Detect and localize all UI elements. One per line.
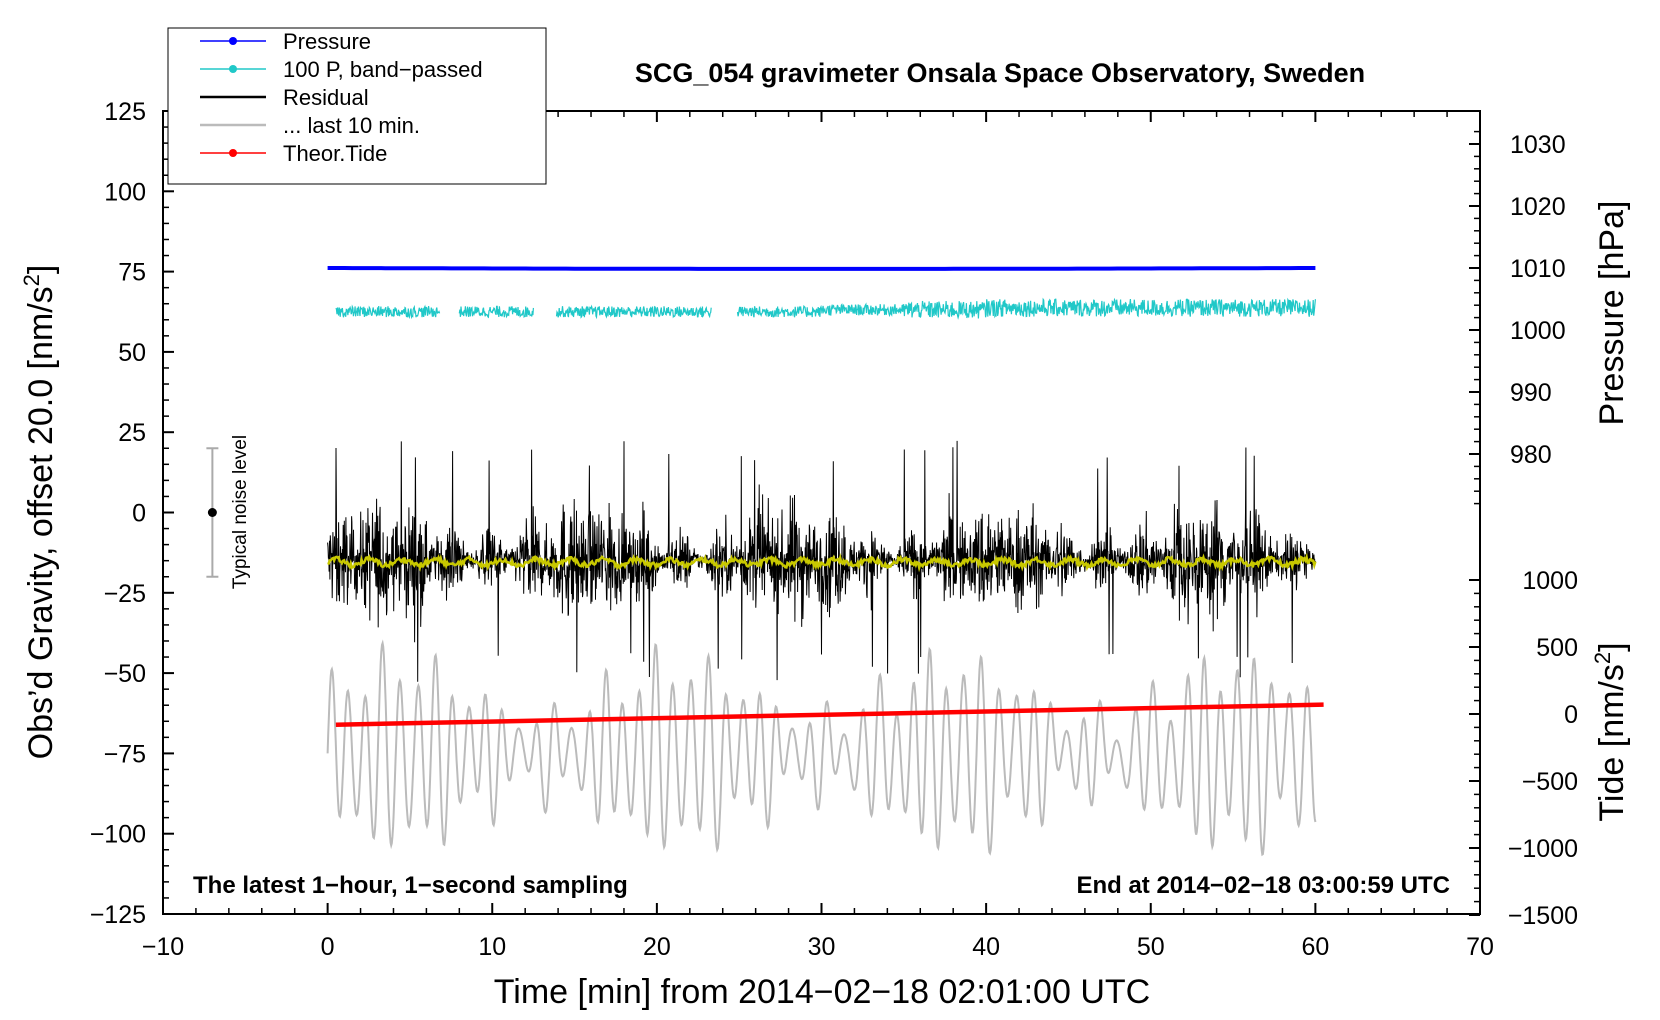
y-tick-label: 100 bbox=[104, 178, 146, 206]
tide-tick-label: 500 bbox=[1536, 634, 1578, 662]
chart-title: SCG_054 gravimeter Onsala Space Observat… bbox=[635, 58, 1365, 88]
series-last-10-min bbox=[326, 639, 1317, 857]
noise-level-label: Typical noise level bbox=[230, 435, 251, 589]
pressure-axis-ticks: 980 990 1000 1010 1020 1030 bbox=[1469, 130, 1566, 505]
legend-marker bbox=[229, 65, 237, 73]
pressure-tick-label: 980 bbox=[1510, 441, 1552, 469]
series-pressure-bandpassed bbox=[458, 305, 534, 319]
x-tick-label: 60 bbox=[1301, 933, 1329, 961]
y-tick-label: −100 bbox=[90, 821, 146, 849]
series-layer bbox=[326, 266, 1324, 857]
pressure-tick-label: 1030 bbox=[1510, 131, 1566, 159]
legend-label: Pressure bbox=[283, 29, 371, 54]
y-tick-label: −125 bbox=[90, 901, 146, 929]
tide-tick-label: 1000 bbox=[1522, 567, 1578, 595]
y-tick-label: 75 bbox=[118, 259, 146, 287]
x-tick-label: 70 bbox=[1466, 933, 1494, 961]
y-axis-ticks: 125 100 75 50 25 0 −25 −50 −75 −100 −125 bbox=[90, 98, 174, 929]
legend-box bbox=[167, 27, 547, 185]
legend-label: 100 P, band−passed bbox=[283, 57, 483, 82]
pressure-tick-label: 1000 bbox=[1510, 317, 1566, 345]
x-tick-label: 40 bbox=[972, 933, 1000, 961]
x-tick-label: 20 bbox=[643, 933, 671, 961]
tide-tick-label: 0 bbox=[1564, 701, 1578, 729]
x-tick-label: −10 bbox=[142, 933, 184, 961]
tide-axis-ticks: 1000 500 0 −500 −1000 −1500 bbox=[1469, 567, 1578, 930]
y-tick-label: 0 bbox=[132, 500, 146, 528]
series-pressure-bandpassed bbox=[335, 304, 441, 320]
annotation-sampling: The latest 1−hour, 1−second sampling bbox=[193, 872, 628, 899]
legend-label: Theor.Tide bbox=[283, 141, 387, 166]
y-tick-label: −75 bbox=[104, 740, 146, 768]
x-axis-ticks: −10 0 10 20 30 40 50 60 70 bbox=[142, 111, 1494, 961]
tide-tick-label: −500 bbox=[1522, 768, 1578, 796]
y-axis-label-gravity: Obs’d Gravity, offset 20.0 [nm/s2] bbox=[19, 265, 60, 760]
legend-label: Residual bbox=[283, 85, 369, 110]
tide-tick-label: −1500 bbox=[1508, 902, 1578, 930]
noise-bar-center-dot bbox=[207, 508, 217, 517]
y-tick-label: 125 bbox=[104, 98, 146, 126]
x-tick-label: 50 bbox=[1137, 933, 1165, 961]
legend: Pressure 100 P, band−passed Residual ... la… bbox=[167, 27, 547, 185]
series-pressure-bandpassed bbox=[736, 297, 1316, 320]
x-tick-label: 0 bbox=[321, 933, 335, 961]
legend-label: ... last 10 min. bbox=[283, 113, 420, 138]
noise-level-indicator bbox=[206, 447, 219, 578]
pressure-tick-label: 990 bbox=[1510, 379, 1552, 407]
series-pressure bbox=[327, 266, 1316, 271]
legend-marker bbox=[229, 37, 237, 45]
series-residual-smoothed bbox=[327, 552, 1317, 573]
tide-tick-label: −1000 bbox=[1508, 835, 1578, 863]
series-pressure-bandpassed bbox=[555, 304, 712, 320]
y-axis-label-pressure: Pressure [hPa] bbox=[1593, 201, 1631, 426]
y-tick-label: −50 bbox=[104, 660, 146, 688]
y-tick-label: −25 bbox=[104, 580, 146, 608]
x-axis-label: Time [min] from 2014−02−18 02:01:00 UTC bbox=[494, 973, 1150, 1011]
legend-marker bbox=[229, 149, 237, 157]
annotation-end-time: End at 2014−02−18 03:00:59 UTC bbox=[1076, 872, 1450, 899]
pressure-tick-label: 1020 bbox=[1510, 193, 1566, 221]
y-tick-label: 50 bbox=[118, 339, 146, 367]
y-axis-label-tide: Tide [nm/s2] bbox=[1590, 642, 1631, 821]
x-tick-label: 30 bbox=[808, 933, 836, 961]
series-theor-tide bbox=[335, 702, 1324, 727]
x-tick-label: 10 bbox=[478, 933, 506, 961]
y-tick-label: 25 bbox=[118, 419, 146, 447]
pressure-tick-label: 1010 bbox=[1510, 255, 1566, 283]
